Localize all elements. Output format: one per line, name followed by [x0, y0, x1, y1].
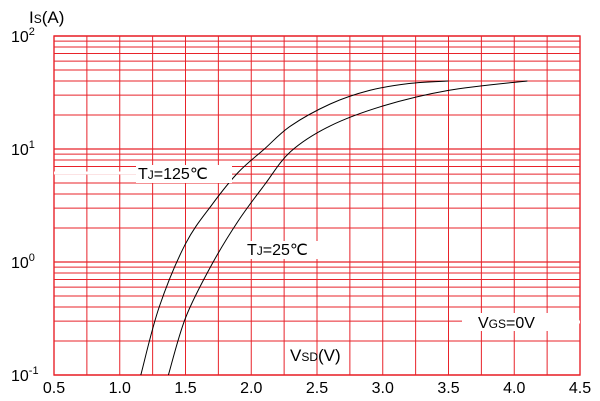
- y-tick-exponent: 1: [29, 139, 35, 151]
- annotation-tj-25-rest: =25℃: [263, 242, 308, 259]
- y-axis-label: IS(A): [29, 8, 64, 27]
- annotation-vgs-rest: =0V: [506, 315, 535, 332]
- annotation-vgs-sub: GS: [489, 317, 506, 331]
- label-bg-tj-25: [245, 241, 330, 259]
- y-axis-label-sub: S: [34, 12, 42, 26]
- y-tick-label: 10-1: [11, 365, 39, 385]
- x-tick-label: 4.0: [503, 380, 525, 397]
- y-tick-base: 10: [11, 255, 29, 272]
- y-tick-label: 102: [11, 26, 35, 46]
- y-tick-label: 101: [11, 139, 35, 159]
- series-line-2: [167, 80, 528, 376]
- y-axis-label-unit: (A): [42, 8, 65, 27]
- y-tick-base: 10: [11, 368, 29, 385]
- annotation-tj-25-sub: J: [257, 244, 263, 258]
- annotation-leaders: [54, 165, 580, 331]
- annotation-tj-125: TJ=125℃: [138, 166, 208, 183]
- annotation-vgs-main: V: [478, 315, 489, 332]
- x-tick-label: 1.0: [109, 380, 131, 397]
- x-tick-label: 3.5: [437, 380, 459, 397]
- curves: [140, 80, 528, 376]
- y-tick-base: 10: [11, 142, 29, 159]
- x-tick-label: 2.0: [240, 380, 262, 397]
- annotation-tj-125-rest: =125℃: [154, 166, 208, 183]
- y-axis-label-main: I: [29, 8, 34, 27]
- x-axis-label-main: V: [290, 346, 302, 365]
- plot-frame: [53, 35, 581, 376]
- label-bg-vgs: [476, 313, 565, 331]
- x-axis-label: VSD(V): [290, 346, 341, 365]
- y-tick-exponent: 0: [29, 252, 35, 264]
- series-line-1: [140, 80, 449, 376]
- annotation-tj-25-main: T: [247, 242, 257, 259]
- x-tick-labels: 0.5 1.0 1.5 2.0 2.5 3.0 3.5 4.0 4.5: [43, 380, 591, 397]
- annotation-tj-125-sub: J: [148, 168, 154, 182]
- y-tick-exponent: -1: [29, 365, 39, 377]
- x-tick-label: 1.5: [174, 380, 196, 397]
- y-tick-exponent: 2: [29, 26, 35, 38]
- label-bg-tj-125: [136, 165, 232, 183]
- x-axis-label-unit: (V): [318, 346, 341, 365]
- annotation-vgs: VGS=0V: [478, 315, 535, 332]
- x-tick-label: 3.0: [372, 380, 394, 397]
- x-tick-label: 4.5: [569, 380, 591, 397]
- x-tick-label: 0.5: [43, 380, 65, 397]
- annotation-tj-25: TJ=25℃: [247, 242, 308, 259]
- y-tick-base: 10: [11, 29, 29, 46]
- y-tick-label: 100: [11, 252, 35, 272]
- annotation-tj-125-main: T: [138, 166, 148, 183]
- x-tick-label: 2.5: [306, 380, 328, 397]
- x-axis-label-sub: SD: [301, 350, 318, 364]
